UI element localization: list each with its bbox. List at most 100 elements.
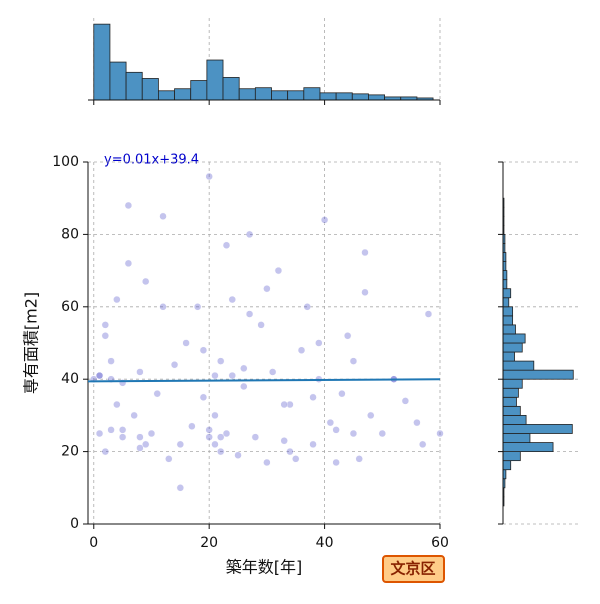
scatter-point <box>211 411 219 420</box>
scatter-point <box>349 429 358 438</box>
scatter-point <box>401 397 410 405</box>
scatter-point <box>101 321 110 329</box>
histogram-bar <box>502 460 512 471</box>
y-tick-label: 0 <box>70 516 79 532</box>
x-tick-label: 60 <box>431 535 449 551</box>
y-tick-label: 80 <box>61 226 79 242</box>
scatter-point <box>297 346 306 354</box>
scatter-point <box>240 382 248 391</box>
histogram-bar <box>287 90 305 101</box>
scatter-point <box>291 455 300 463</box>
histogram-bar <box>502 396 517 407</box>
scatter-point <box>228 295 237 304</box>
scatter-point <box>234 451 242 459</box>
scatter-point <box>199 393 208 402</box>
histogram-bar <box>502 270 508 281</box>
histogram-bar <box>351 93 369 101</box>
scatter-point <box>199 346 208 354</box>
scatter-point <box>309 393 317 402</box>
histogram-bar <box>502 306 514 317</box>
scatter-point <box>188 422 196 431</box>
scatter-point <box>228 371 237 380</box>
scatter-point <box>263 458 271 467</box>
scatter-point <box>165 455 173 463</box>
scatter-point <box>349 357 358 365</box>
histogram-bar <box>206 59 224 101</box>
x-tick-label: 20 <box>200 535 218 551</box>
scatter-point <box>268 368 277 376</box>
histogram-bar <box>190 80 208 101</box>
scatter-point <box>240 364 248 373</box>
scatter-point <box>101 447 110 456</box>
scatter-point <box>182 339 190 347</box>
scatter-point <box>101 332 110 340</box>
histogram-bar <box>254 87 272 101</box>
badge: 文京区 <box>390 560 435 578</box>
scatter-point <box>251 433 260 441</box>
scatter-point <box>245 230 254 239</box>
histogram-bar <box>502 442 554 452</box>
y-tick-label: 40 <box>61 371 79 387</box>
scatter-point <box>118 426 127 434</box>
scatter-point <box>320 216 329 224</box>
scatter-point <box>338 389 346 398</box>
scatter-point <box>222 241 231 250</box>
histogram-bar <box>238 88 256 101</box>
scatter-point <box>118 433 127 441</box>
scatter-point <box>424 310 433 318</box>
histogram-bar <box>502 297 510 308</box>
scatter-point <box>216 433 225 441</box>
histogram-bar <box>502 424 573 434</box>
regression-line <box>87 378 441 383</box>
scatter-point <box>107 357 115 365</box>
scatter-point <box>326 418 335 427</box>
x-tick-label: 40 <box>316 535 334 551</box>
scatter-point <box>274 266 283 275</box>
histogram-bar <box>157 90 175 101</box>
regression-annotation: y=0.01x+39.4 <box>104 153 199 168</box>
histogram-bar <box>319 92 337 101</box>
scatter-point <box>315 339 323 347</box>
histogram-bar <box>368 94 386 101</box>
y-tick-label: 20 <box>61 444 79 460</box>
histogram-bar <box>502 433 531 443</box>
scatter-point <box>216 357 225 365</box>
histogram-bar <box>502 405 521 416</box>
scatter-point <box>136 444 144 452</box>
scatter-point <box>211 440 219 449</box>
scatter-point <box>361 288 369 297</box>
scatter-point <box>124 201 133 210</box>
histogram-bar <box>502 315 514 326</box>
histogram-bar <box>502 324 516 335</box>
scatter-point <box>176 440 185 449</box>
histogram-bar <box>502 387 519 398</box>
scatter-point <box>263 284 271 293</box>
histogram-bar <box>125 71 143 101</box>
scatter-point <box>107 426 115 434</box>
scatter-point <box>113 400 121 409</box>
scatter-point <box>367 411 375 420</box>
scatter-point <box>343 332 352 340</box>
scatter-point <box>436 429 444 438</box>
scatter-point <box>286 400 294 409</box>
scatter-point <box>378 429 387 438</box>
histogram-bar <box>335 92 353 101</box>
scatter-point <box>361 248 369 257</box>
scatter-point <box>159 212 167 221</box>
histogram-bar <box>502 451 521 462</box>
scatter-point <box>95 371 104 380</box>
scatter-point <box>418 440 427 449</box>
scatter-point <box>141 277 150 286</box>
histogram-bar <box>303 87 321 101</box>
scatter-point <box>205 172 213 181</box>
scatter-point <box>332 426 340 434</box>
scatter-point <box>309 440 317 449</box>
histogram-bar <box>502 333 526 344</box>
scatter-point <box>222 429 231 438</box>
histogram-bar <box>93 23 111 101</box>
histogram-bar <box>502 360 535 371</box>
scatter-point <box>245 310 254 318</box>
x-axis-label: 築年数[年] <box>226 558 303 577</box>
histogram-bar <box>502 378 523 389</box>
scatter-point <box>113 295 121 304</box>
